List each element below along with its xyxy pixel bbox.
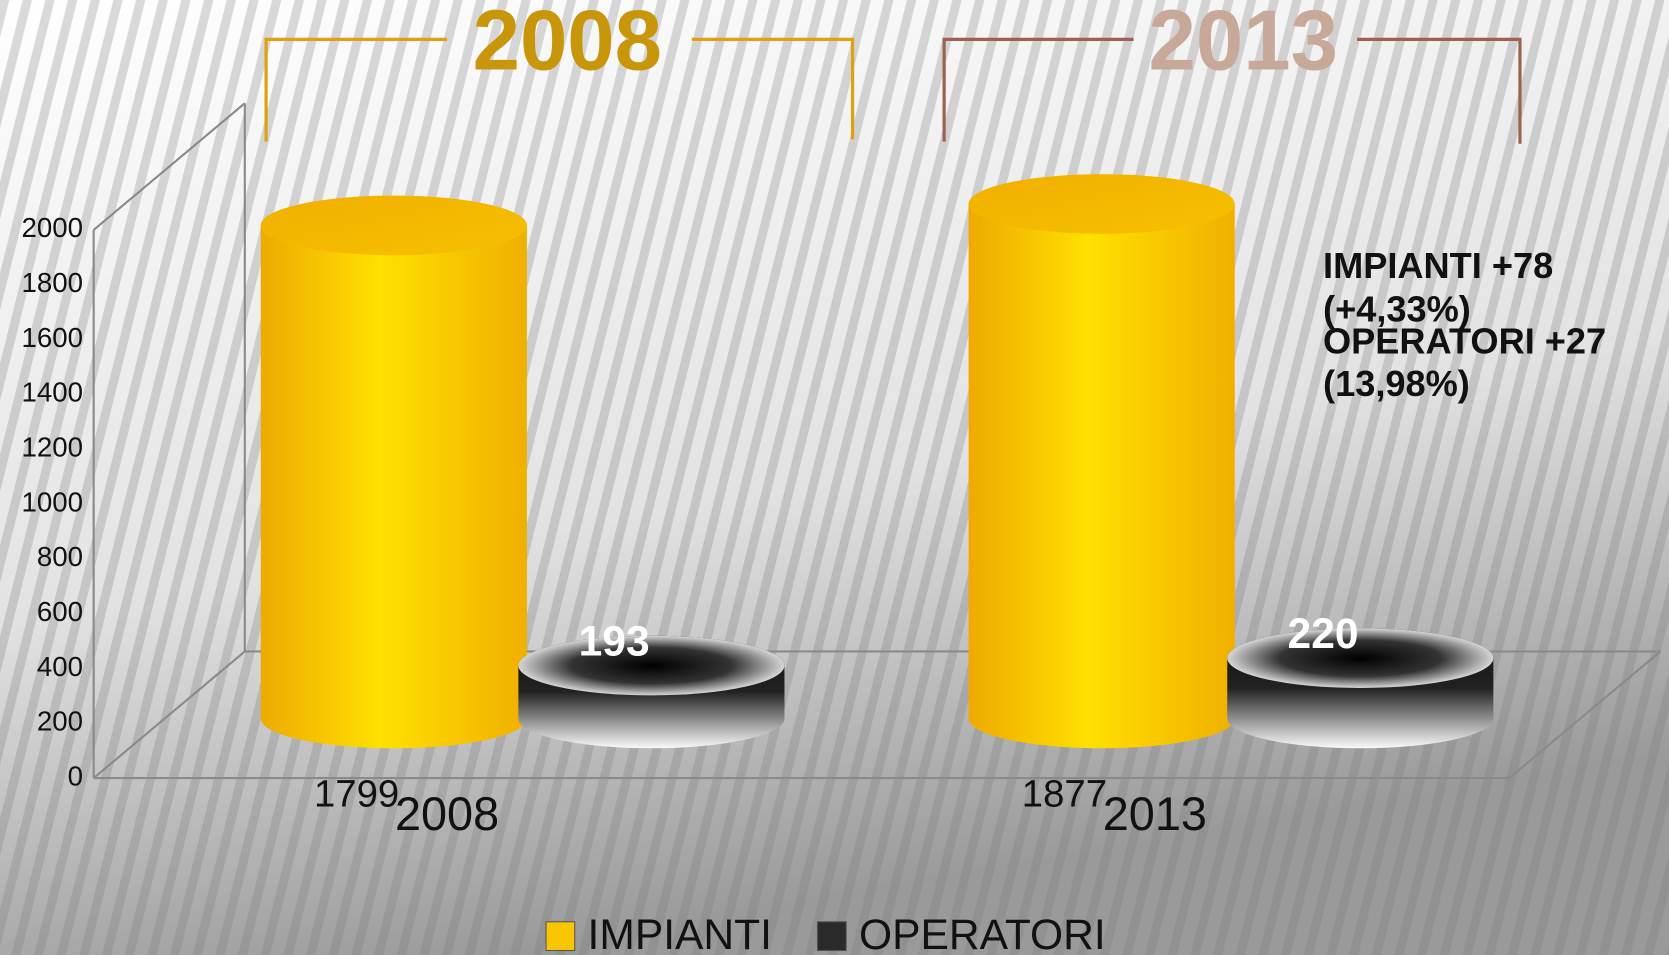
y-tick-label: 0 (68, 760, 83, 791)
y-tick-label: 600 (37, 596, 83, 627)
y-tick-label: 1000 (21, 486, 83, 517)
cylinder (260, 195, 527, 749)
y-tick-label: 1600 (21, 322, 83, 353)
value-label: 220 (1288, 610, 1359, 658)
cylinder (968, 174, 1235, 749)
cylinder-body (260, 195, 527, 749)
legend-label: IMPIANTI (588, 911, 772, 955)
legend-swatch (816, 921, 847, 952)
brackets (264, 37, 1522, 144)
heading: 2008 (473, 0, 662, 88)
value-label: 1877 (1022, 772, 1107, 815)
cylinder (1227, 628, 1494, 749)
y-tick-label: 800 (37, 541, 83, 572)
annotation: (13,98%) (1323, 363, 1470, 404)
value-label: 193 (579, 618, 650, 666)
heading: 2013 (1149, 0, 1338, 88)
annotation: OPERATORI +27 (1323, 320, 1606, 361)
x-tick-label: 2013 (1103, 788, 1207, 840)
cylinder-top (968, 174, 1235, 234)
annotation: (+4,33%) (1323, 288, 1471, 329)
cylinder-body (968, 174, 1235, 749)
cylinder-top (260, 195, 527, 256)
cylinder-top (518, 635, 785, 696)
y-tick-label: 1400 (21, 377, 83, 408)
legend-swatch (545, 921, 576, 952)
annotation: IMPIANTI +78 (1323, 245, 1553, 286)
x-tick-label: 2008 (395, 788, 499, 840)
value-label: 1799 (314, 772, 399, 815)
y-tick-label: 200 (37, 706, 83, 737)
cylinder-top (1227, 628, 1494, 688)
y-tick-label: 2000 (21, 212, 83, 243)
legend-label: OPERATORI (859, 911, 1106, 955)
y-tick-label: 1200 (21, 431, 83, 462)
y-tick-label: 400 (37, 651, 83, 682)
plot: 0 200 400 600 800 1000 1200 1400 1600 1800 2000 200… (21, 0, 1662, 955)
y-tick-label: 1800 (21, 267, 83, 298)
cylinder (518, 635, 785, 749)
